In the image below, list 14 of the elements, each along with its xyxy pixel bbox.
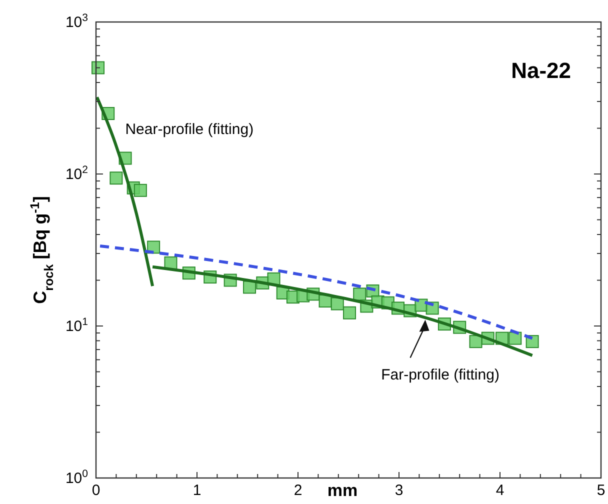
x-tick-label: 5 — [596, 482, 606, 499]
y-tick-label: 10$^{0}$ — [65, 468, 88, 487]
annotation: Near-profile (fitting) — [125, 120, 254, 138]
x-tick-label: 0 — [92, 482, 100, 499]
y-tick-label: 10$^{1}$ — [65, 316, 88, 335]
text: Na-22 — [511, 58, 571, 83]
x-tick-label: 2 — [294, 482, 302, 499]
annotation: Far-profile (fitting) — [381, 366, 500, 384]
y-tick-label: 10$^{2}$ — [65, 164, 88, 183]
x-axis-title: mm — [327, 481, 358, 500]
y-tick-label: 10$^{3}$ — [65, 12, 88, 31]
x-tick-label: 3 — [394, 482, 404, 499]
x-tick-label: 1 — [192, 482, 202, 499]
x-tick-label: 4 — [496, 482, 504, 499]
